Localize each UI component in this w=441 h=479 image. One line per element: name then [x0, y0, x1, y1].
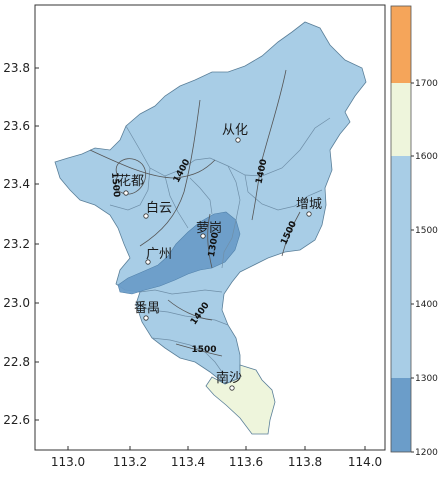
colorbar-segment-1400-1500 — [391, 230, 411, 304]
colorbar-label: 1500 — [415, 226, 438, 236]
contour-lines — [89, 69, 301, 357]
place-marker — [306, 211, 312, 217]
place-markers — [123, 137, 312, 391]
place-label-huadu: 花都 — [118, 173, 144, 189]
contour-label: 1500 — [191, 345, 216, 355]
x-tick-labels: 113.0 113.2 113.4 113.6 113.8 114.0 — [51, 455, 382, 469]
place-label-conghua: 从化 — [222, 123, 248, 138]
place-label-guangzhou: 广州 — [146, 247, 172, 262]
colorbar-segment-1200-1300 — [391, 378, 411, 452]
y-tick-label: 23.6 — [3, 119, 30, 133]
x-tick-label: 113.4 — [171, 455, 205, 469]
place-marker — [123, 190, 129, 196]
place-marker — [229, 385, 235, 391]
place-marker — [200, 233, 206, 239]
place-label-baiyun: 白云 — [146, 200, 172, 216]
x-tick-label: 113.6 — [229, 455, 263, 469]
colorbar-frame — [390, 5, 412, 453]
colorbar-segment-1600-1700 — [391, 83, 411, 156]
colorbar-label: 1700 — [415, 79, 438, 89]
colorbar-label: 1600 — [415, 152, 438, 162]
place-marker — [235, 137, 241, 143]
colorbar: 1200 1300 1400 1500 1600 1700 — [390, 5, 438, 458]
y-tick-label: 23.4 — [3, 177, 30, 191]
place-label-panyu: 番禺 — [134, 301, 160, 316]
colorbar-label: 1200 — [415, 448, 438, 458]
x-axis — [67, 446, 366, 450]
colorbar-label: 1300 — [415, 374, 438, 384]
colorbar-label: 1400 — [415, 300, 438, 310]
place-labels: 从化 花都 白云 萝岗 广州 增城 番禺 南沙 — [118, 123, 322, 386]
y-tick-label: 23.2 — [3, 237, 30, 251]
colorbar-segment-1700-plus — [391, 6, 411, 83]
colorbar-segment-1500-1600 — [391, 156, 411, 230]
y-tick-label: 22.8 — [3, 355, 30, 369]
place-label-luogang: 萝岗 — [196, 221, 222, 236]
contour-label: 1300 — [207, 231, 221, 257]
region-class-1600-1700 — [205, 364, 276, 435]
place-label-nansha: 南沙 — [216, 370, 242, 386]
colorbar-segment-1300-1400 — [391, 304, 411, 378]
place-label-zengcheng: 增城 — [296, 197, 322, 212]
x-tick-label: 113.8 — [288, 455, 322, 469]
place-marker — [145, 259, 151, 265]
place-marker — [143, 315, 149, 321]
y-tick-label: 22.6 — [3, 413, 30, 427]
region-class-1200-1300 — [117, 211, 241, 295]
y-tick-labels: 23.8 23.6 23.4 23.2 23.0 22.8 22.6 — [3, 61, 30, 427]
x-tick-label: 113.2 — [113, 455, 147, 469]
contour-label: 1500 — [109, 172, 121, 198]
contour-labels: 1400 1500 1400 1300 1400 1500 1400 1500 — [109, 158, 299, 355]
x-tick-label: 114.0 — [348, 455, 382, 469]
y-tick-label: 23.8 — [3, 61, 30, 75]
y-axis — [35, 67, 39, 421]
district-boundaries — [109, 117, 331, 373]
y-tick-label: 23.0 — [3, 296, 30, 310]
x-tick-label: 113.0 — [51, 455, 85, 469]
place-marker — [143, 213, 149, 219]
